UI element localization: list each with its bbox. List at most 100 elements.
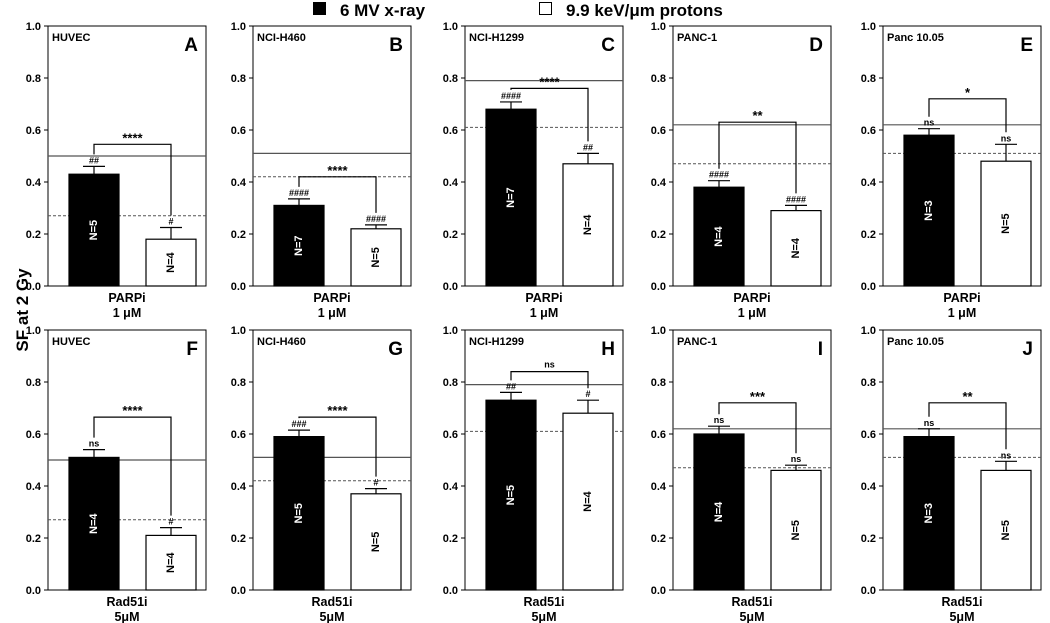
y-tick-label: 0.2 xyxy=(26,533,41,545)
bar-protons xyxy=(770,469,822,591)
bar-xray xyxy=(903,436,955,591)
bar-protons xyxy=(980,160,1032,287)
sample-size-label: N=4 xyxy=(582,490,594,511)
panel-j: 0.0 0.2 0.4 0.6 0.8 1.0 Panc 10.05 Jns N=3 ns N=5 *… xyxy=(861,325,1042,623)
y-tick-label: 0.4 xyxy=(26,177,42,189)
y-tick-label: 0.2 xyxy=(651,229,666,241)
comparison-bracket xyxy=(93,143,172,216)
panel-f: 0.0 0.2 0.4 0.6 0.8 1.0 HUVEC Fns N=4 # N=4 **** Rad… xyxy=(26,325,207,623)
comparison-bracket xyxy=(928,98,1007,133)
y-tick-label: 0.6 xyxy=(231,125,246,137)
x-axis-label-drug: Rad51i xyxy=(524,595,565,609)
bar-xray xyxy=(68,456,120,591)
legend-label-xray: 6 MV x-ray xyxy=(340,1,426,20)
comparison-bracket xyxy=(93,416,172,516)
panel-letter: J xyxy=(1022,339,1033,360)
significance-label: ns xyxy=(791,454,802,464)
y-tick-label: 0.8 xyxy=(26,73,41,85)
comparison-significance: * xyxy=(965,85,971,100)
comparison-bracket xyxy=(510,371,589,389)
x-axis-label-dose: 1 μM xyxy=(318,306,347,320)
y-tick-label: 0.8 xyxy=(231,377,246,389)
panel-letter: D xyxy=(809,35,823,56)
cell-line-label: Panc 10.05 xyxy=(887,32,944,44)
bar-protons xyxy=(770,210,822,287)
panel-letter: E xyxy=(1020,35,1033,56)
x-axis-label-dose: 1 μM xyxy=(948,306,977,320)
plot-frame xyxy=(672,25,832,287)
sample-size-label: N=4 xyxy=(88,513,100,534)
y-tick-label: 1.0 xyxy=(651,325,666,337)
x-axis-label-dose: 1 μM xyxy=(738,306,767,320)
x-axis-label-dose: 5μM xyxy=(319,610,344,623)
y-tick-label: 0.0 xyxy=(651,281,666,293)
y-tick-label: 0.4 xyxy=(443,177,459,189)
cell-line-label: NCI-H460 xyxy=(257,32,306,44)
panel-letter: B xyxy=(389,35,403,56)
y-tick-label: 0.6 xyxy=(231,429,246,441)
sample-size-label: N=3 xyxy=(923,503,935,524)
y-tick-label: 0.6 xyxy=(26,125,41,137)
y-tick-label: 0.8 xyxy=(861,73,876,85)
significance-label: #### xyxy=(366,214,386,224)
y-tick-label: 0.2 xyxy=(443,229,458,241)
x-axis-label-drug: Rad51i xyxy=(942,595,983,609)
cell-line-label: NCI-H1299 xyxy=(469,32,524,44)
comparison-significance: ns xyxy=(544,360,555,370)
significance-label: ns xyxy=(924,418,935,428)
y-tick-label: 0.6 xyxy=(651,429,666,441)
y-tick-label: 0.4 xyxy=(443,481,459,493)
sample-size-label: N=4 xyxy=(713,501,725,522)
cell-line-label: PANC-1 xyxy=(677,32,717,44)
sample-size-label: N=5 xyxy=(370,532,382,553)
y-tick-label: 1.0 xyxy=(26,21,41,33)
y-tick-label: 0.4 xyxy=(231,481,247,493)
y-tick-label: 0.4 xyxy=(651,481,667,493)
comparison-bracket xyxy=(718,121,797,194)
y-tick-label: 0.8 xyxy=(651,377,666,389)
sample-size-label: N=4 xyxy=(165,251,177,272)
significance-label: # xyxy=(585,389,590,399)
x-axis-label-drug: PARPi xyxy=(313,291,350,305)
panel-d: 0.0 0.2 0.4 0.6 0.8 1.0 PANC-1 D #### N=4 #### N=4 *… xyxy=(651,21,832,320)
plot-frame xyxy=(882,329,1042,591)
comparison-bracket xyxy=(298,176,377,213)
x-axis-label-dose: 5μM xyxy=(531,610,556,623)
sample-size-label: N=3 xyxy=(923,200,935,221)
y-tick-label: 0.6 xyxy=(443,125,458,137)
sample-size-label: N=5 xyxy=(1000,520,1012,541)
y-tick-label: 1.0 xyxy=(231,325,246,337)
bar-xray xyxy=(273,436,325,591)
sample-size-label: N=5 xyxy=(1000,213,1012,234)
significance-label: #### xyxy=(709,170,729,180)
bar-protons xyxy=(562,163,614,287)
comparison-significance: *** xyxy=(750,389,766,404)
sample-size-label: N=5 xyxy=(370,247,382,268)
significance-label: # xyxy=(168,517,173,527)
cell-line-label: HUVEC xyxy=(52,32,91,44)
y-tick-label: 0.0 xyxy=(231,585,246,597)
panel-letter: F xyxy=(186,339,198,360)
comparison-bracket xyxy=(718,402,797,454)
x-axis-label-dose: 5μM xyxy=(949,610,974,623)
sample-size-label: N=4 xyxy=(582,214,594,235)
bar-protons xyxy=(562,412,614,591)
significance-label: ## xyxy=(89,155,99,165)
bar-xray xyxy=(903,134,955,287)
x-axis-label-drug: Rad51i xyxy=(312,595,353,609)
sample-size-label: N=5 xyxy=(293,503,305,524)
panel-letter: H xyxy=(601,339,615,360)
significance-label: ns xyxy=(1001,133,1012,143)
x-axis-label-drug: PARPi xyxy=(943,291,980,305)
sample-size-label: N=5 xyxy=(505,485,517,506)
cell-line-label: Panc 10.05 xyxy=(887,336,944,348)
significance-label: ## xyxy=(506,381,516,391)
y-tick-label: 0.6 xyxy=(651,125,666,137)
bar-xray xyxy=(485,108,537,287)
y-tick-label: 0.2 xyxy=(231,229,246,241)
y-tick-label: 0.8 xyxy=(231,73,246,85)
y-tick-label: 0.2 xyxy=(861,229,876,241)
sample-size-label: N=5 xyxy=(88,220,100,241)
y-tick-label: 1.0 xyxy=(443,21,458,33)
y-tick-label: 0.0 xyxy=(26,281,41,293)
